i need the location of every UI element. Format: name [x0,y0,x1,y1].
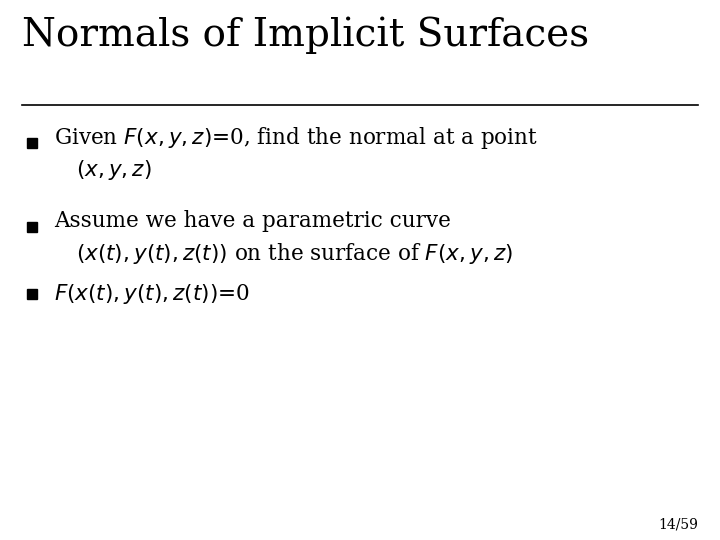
Text: $(x,y,z)$: $(x,y,z)$ [76,158,151,182]
Text: Assume we have a parametric curve: Assume we have a parametric curve [54,211,451,232]
Text: $F(x(t),y(t),z(t))$=0: $F(x(t),y(t),z(t))$=0 [54,282,250,306]
Text: $(x(t),y(t),z(t))$ on the surface of $F(x,y,z)$: $(x(t),y(t),z(t))$ on the surface of $F(… [76,241,513,266]
Text: 14/59: 14/59 [659,518,698,532]
Text: Given $F(x,y,z)$=0, find the normal at a point: Given $F(x,y,z)$=0, find the normal at a… [54,125,538,151]
Text: Normals of Implicit Surfaces: Normals of Implicit Surfaces [22,16,589,53]
